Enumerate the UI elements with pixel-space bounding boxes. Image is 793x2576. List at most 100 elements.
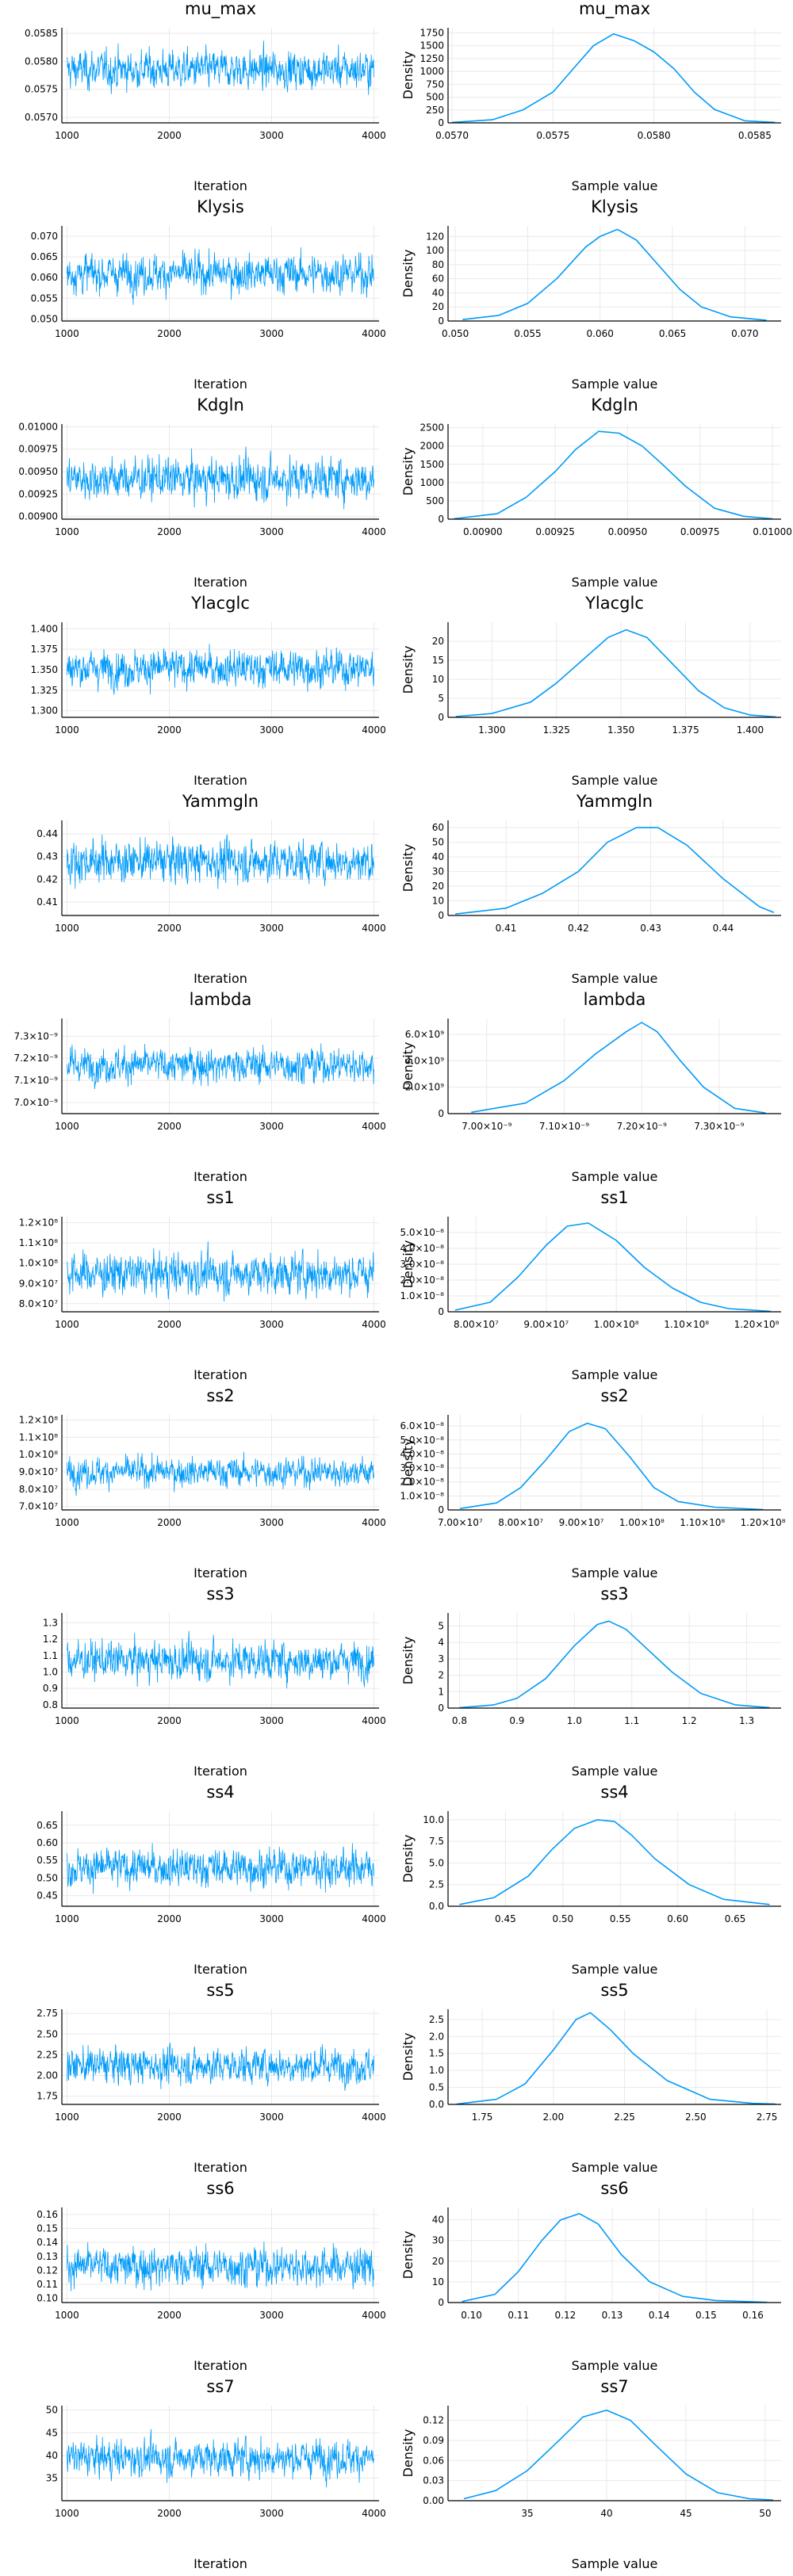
trace-ytick-label: 35	[46, 2472, 58, 2483]
trace-series-line	[67, 2242, 374, 2291]
trace-xtick-label: 2000	[157, 328, 182, 339]
density-xtick-label: 1.1	[624, 1715, 639, 1726]
trace-ytick-label: 0.13	[36, 2251, 58, 2262]
density-series-line	[471, 1022, 766, 1114]
density-xtick-label: 0.43	[640, 923, 661, 934]
trace-xtick-label: 4000	[362, 1913, 386, 1924]
density-xtick-label: 50	[759, 2508, 771, 2519]
trace-xtick-label: 1000	[55, 1913, 79, 1924]
trace-xtick-label: 2000	[157, 1715, 182, 1726]
density-ytick-label: 1.5	[429, 2048, 444, 2059]
density-ytick-label: 0	[438, 514, 444, 525]
density-xtick-label: 0.65	[725, 1913, 746, 1924]
trace-xtick-label: 4000	[362, 130, 386, 141]
trace-ytick-label: 0.01000	[18, 421, 58, 432]
density-series-line	[455, 827, 775, 915]
density-xtick-label: 0.00925	[535, 526, 575, 537]
trace-ytick-label: 1.2×10⁸	[19, 1217, 58, 1229]
trace-xtick-label: 3000	[259, 1319, 284, 1330]
density-ytick-label: 0	[438, 2297, 444, 2308]
trace-xtick-label: 4000	[362, 1121, 386, 1132]
density-xtick-label: 0.55	[610, 1913, 631, 1924]
trace-ytick-label: 7.0×10⁷	[19, 1501, 58, 1512]
density-panel: 0.050 0.055 0.060 0.065 0.070 0 20 40 60 80 100 120…	[400, 197, 781, 392]
parameter-row-ss3: 1000 2000 3000 4000 0.8 0.9 1.0 1.1 1.2 1.3 ss3 Ite…	[43, 1584, 781, 1779]
density-xtick-label: 1.0	[567, 1715, 582, 1726]
trace-xtick-label: 3000	[259, 1121, 284, 1132]
trace-title: Klysis	[197, 197, 244, 216]
trace-xtick-label: 4000	[362, 328, 386, 339]
trace-ytick-label: 0.0585	[25, 28, 58, 39]
density-y-axis-label: Density	[400, 1439, 416, 1487]
density-ytick-label: 1500	[419, 459, 444, 470]
density-panel: 0.10 0.11 0.12 0.13 0.14 0.15 0.16 0 10 20 30 40 ss6…	[400, 2179, 781, 2373]
trace-xtick-label: 4000	[362, 1715, 386, 1726]
trace-x-axis-label: Iteration	[193, 2556, 247, 2571]
trace-xtick-label: 3000	[259, 1517, 284, 1528]
density-y-axis-label: Density	[400, 2033, 416, 2081]
trace-panel: 1000 2000 3000 4000 7.0×10⁻⁹ 7.1×10⁻⁹ 7.2×10⁻⁹…	[13, 990, 385, 1184]
density-ytick-label: 0.09	[423, 2435, 444, 2446]
density-xtick-label: 1.2	[682, 1715, 697, 1726]
density-series-line	[459, 1620, 770, 1709]
density-xtick-label: 1.00×10⁸	[594, 1319, 639, 1330]
trace-xtick-label: 4000	[362, 1319, 386, 1330]
density-xtick-label: 0.50	[552, 1913, 573, 1924]
trace-ytick-label: 0.060	[31, 272, 58, 283]
density-ytick-label: 1.0×10⁻⁸	[400, 1290, 444, 1301]
density-panel: 0.8 0.9 1.0 1.1 1.2 1.3 0 1 2 3 4 5 ss3 Sample value D…	[400, 1584, 781, 1779]
trace-ytick-label: 0.43	[36, 851, 58, 862]
trace-xtick-label: 1000	[55, 328, 79, 339]
density-series-line	[456, 2012, 776, 2105]
density-x-axis-label: Sample value	[572, 971, 658, 986]
trace-ytick-label: 50	[46, 2405, 58, 2416]
trace-x-axis-label: Iteration	[193, 1962, 247, 1977]
density-xtick-label: 0.12	[555, 2310, 577, 2321]
trace-xtick-label: 3000	[259, 1715, 284, 1726]
trace-xtick-label: 2000	[157, 130, 182, 141]
density-ytick-label: 2.0	[429, 2031, 444, 2042]
trace-ytick-label: 0.65	[36, 1820, 58, 1831]
density-ytick-label: 0	[438, 1703, 444, 1714]
trace-ytick-label: 0.00950	[18, 466, 58, 477]
trace-ytick-label: 1.1×10⁸	[19, 1431, 58, 1443]
density-ytick-label: 50	[432, 837, 444, 848]
density-xtick-label: 0.055	[514, 328, 541, 339]
trace-ytick-label: 1.3	[43, 1617, 58, 1628]
trace-x-axis-label: Iteration	[193, 575, 247, 590]
trace-ytick-label: 7.1×10⁻⁹	[13, 1075, 58, 1086]
density-ytick-label: 0.03	[423, 2475, 444, 2486]
trace-title: mu_max	[185, 0, 256, 19]
trace-xtick-label: 1000	[55, 130, 79, 141]
density-xtick-label: 0.60	[667, 1913, 688, 1924]
trace-xtick-label: 2000	[157, 1319, 182, 1330]
trace-ytick-label: 0.16	[36, 2209, 58, 2220]
trace-xtick-label: 2000	[157, 923, 182, 934]
density-y-axis-label: Density	[400, 1042, 416, 1091]
trace-xtick-label: 3000	[259, 526, 284, 537]
density-xtick-label: 0.8	[452, 1715, 467, 1726]
density-xtick-label: 1.75	[472, 2112, 493, 2123]
trace-series-line	[67, 2429, 374, 2488]
trace-ytick-label: 0.44	[36, 828, 58, 839]
density-ytick-label: 3	[438, 1653, 444, 1664]
density-title: ss6	[600, 2179, 628, 2198]
density-title: Ylacglc	[584, 594, 644, 613]
density-ytick-label: 1500	[419, 40, 444, 52]
trace-xtick-label: 4000	[362, 2310, 386, 2321]
density-xtick-label: 7.20×10⁻⁹	[617, 1121, 667, 1132]
trace-title: Ylacglc	[190, 594, 250, 613]
density-ytick-label: 1750	[419, 27, 444, 38]
density-xtick-label: 0.060	[587, 328, 614, 339]
density-x-axis-label: Sample value	[572, 2160, 658, 2175]
trace-xtick-label: 2000	[157, 2508, 182, 2519]
trace-series-line	[67, 1043, 374, 1090]
density-xtick-label: 1.20×10⁸	[734, 1319, 780, 1330]
trace-ytick-label: 1.325	[31, 685, 58, 696]
trace-ytick-label: 7.0×10⁻⁹	[13, 1097, 58, 1108]
density-series-line	[463, 2410, 774, 2501]
trace-xtick-label: 3000	[259, 724, 284, 736]
parameter-row-ss7: 1000 2000 3000 4000 35 40 45 50 ss7 Iteration 35 40…	[46, 2377, 781, 2571]
parameter-row-ss5: 1000 2000 3000 4000 1.75 2.00 2.25 2.50 2.75 ss5 I…	[36, 1981, 781, 2175]
